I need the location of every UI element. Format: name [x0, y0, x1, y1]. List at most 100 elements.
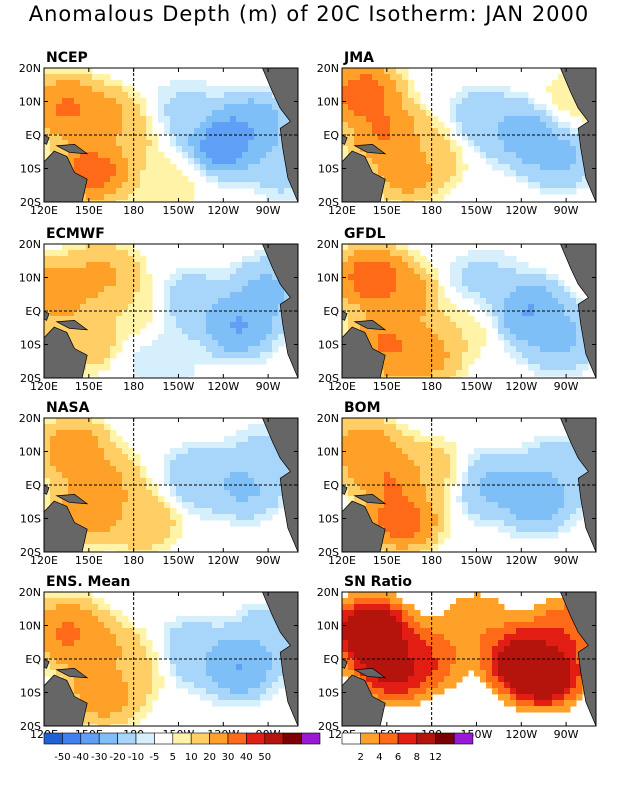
field-cell — [80, 442, 87, 449]
field-cell — [546, 158, 553, 165]
field-cell — [354, 274, 361, 281]
field-cell — [354, 304, 361, 311]
field-cell — [146, 550, 153, 552]
field-cell — [480, 520, 487, 527]
field-cell — [134, 634, 141, 641]
field-cell — [420, 128, 427, 135]
field-cell — [480, 262, 487, 269]
field-cell — [284, 292, 291, 299]
field-cell — [104, 316, 111, 323]
field-cell — [194, 676, 201, 683]
field-cell — [534, 110, 541, 117]
field-cell — [522, 164, 529, 171]
field-cell — [86, 466, 93, 473]
field-cell — [134, 146, 141, 153]
field-cell — [414, 352, 421, 359]
field-cell — [206, 164, 213, 171]
field-cell — [564, 358, 571, 365]
field-cell — [384, 298, 391, 305]
field-cell — [146, 280, 153, 287]
field-cell — [402, 472, 409, 479]
field-cell — [266, 658, 273, 665]
field-cell — [44, 292, 51, 299]
field-cell — [80, 322, 87, 329]
field-cell — [182, 496, 189, 503]
field-cell — [504, 502, 511, 509]
field-cell — [444, 170, 451, 177]
field-cell — [110, 430, 117, 437]
field-cell — [56, 628, 63, 635]
field-cell — [486, 92, 493, 99]
field-cell — [402, 544, 409, 551]
field-cell — [266, 346, 273, 353]
field-cell — [498, 508, 505, 515]
field-cell — [260, 430, 267, 437]
field-cell — [224, 628, 231, 635]
field-cell — [516, 110, 523, 117]
field-cell — [140, 316, 147, 323]
field-cell — [564, 170, 571, 177]
field-cell — [354, 454, 361, 461]
field-cell — [516, 496, 523, 503]
field-cell — [230, 454, 237, 461]
field-cell — [200, 334, 207, 341]
field-cell — [260, 460, 267, 467]
field-cell — [110, 664, 117, 671]
field-cell — [354, 490, 361, 497]
field-cell — [480, 340, 487, 347]
field-cell — [218, 110, 225, 117]
field-cell — [342, 110, 349, 117]
field-cell — [86, 268, 93, 275]
field-cell — [236, 436, 243, 443]
field-cell — [230, 110, 237, 117]
map-panel: JMA 20N 10N EQ 10S 20S 120E 150E 180 150W 120W 90W — [317, 50, 618, 230]
field-cell — [474, 460, 481, 467]
field-cell — [110, 442, 117, 449]
field-cell — [140, 104, 147, 111]
field-cell — [396, 152, 403, 159]
field-cell — [92, 496, 99, 503]
field-cell — [564, 370, 571, 377]
field-cell — [200, 134, 207, 141]
field-cell — [74, 448, 81, 455]
field-cell — [390, 364, 397, 371]
field-cell — [444, 514, 451, 521]
field-cell — [50, 460, 57, 467]
field-cell — [570, 176, 577, 183]
field-cell — [188, 80, 195, 87]
field-cell — [576, 158, 583, 165]
field-cell — [408, 188, 415, 195]
field-cell — [426, 526, 433, 533]
field-cell — [86, 520, 93, 527]
field-cell — [534, 304, 541, 311]
field-cell — [176, 316, 183, 323]
field-cell — [432, 478, 439, 485]
field-cell — [372, 158, 379, 165]
field-cell — [540, 478, 547, 485]
field-cell — [266, 460, 273, 467]
field-cell — [98, 286, 105, 293]
field-cell — [134, 652, 141, 659]
field-cell — [128, 544, 135, 551]
field-cell — [378, 478, 385, 485]
field-cell — [348, 134, 355, 141]
field-cell — [134, 92, 141, 99]
field-cell — [260, 496, 267, 503]
field-cell — [164, 304, 171, 311]
field-cell — [242, 436, 249, 443]
field-cell — [492, 250, 499, 257]
field-cell — [396, 442, 403, 449]
field-cell — [348, 496, 355, 503]
field-cell — [504, 268, 511, 275]
field-cell — [56, 622, 63, 629]
field-cell — [528, 298, 535, 305]
field-cell — [74, 346, 81, 353]
field-cell — [510, 472, 517, 479]
field-cell — [474, 508, 481, 515]
field-cell — [372, 472, 379, 479]
field-cell — [122, 194, 129, 201]
field-cell — [170, 448, 177, 455]
field-cell — [116, 502, 123, 509]
field-cell — [426, 370, 433, 377]
field-cell — [372, 274, 379, 281]
